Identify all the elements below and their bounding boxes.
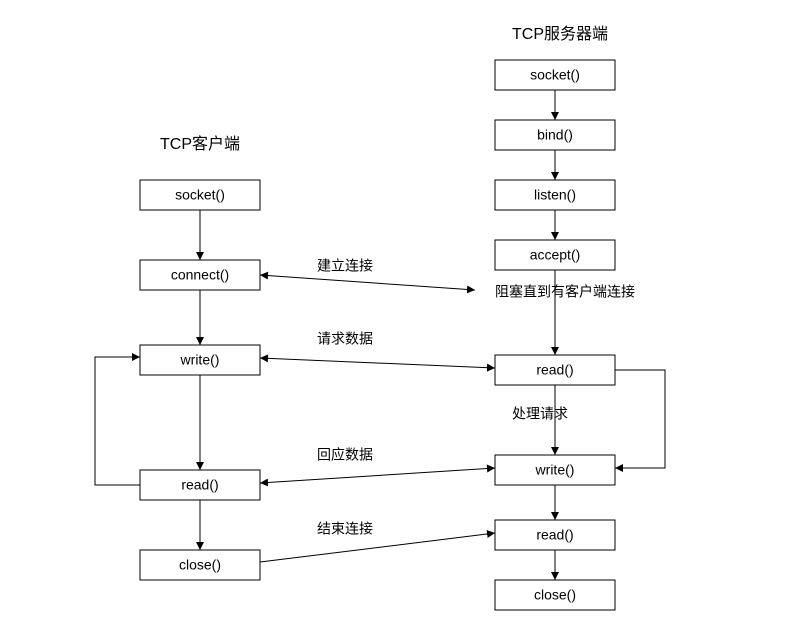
server-title: TCP服务器端 <box>512 25 608 43</box>
node-label-c_close: close() <box>179 557 221 573</box>
node-label-s_socket: socket() <box>530 67 580 83</box>
node-label-c_read: read() <box>181 477 218 493</box>
node-c_read: read() <box>140 470 260 500</box>
node-c_socket: socket() <box>140 180 260 210</box>
node-c_close: close() <box>140 550 260 580</box>
node-label-s_accept: accept() <box>530 247 581 263</box>
edge-label-close_sread: 结束连接 <box>317 521 373 537</box>
node-label-s_read2: read() <box>536 527 573 543</box>
node-s_close: close() <box>495 580 615 610</box>
node-c_write: write() <box>140 345 260 375</box>
node-label-c_connect: connect() <box>171 267 229 283</box>
client-title: TCP客户端 <box>160 135 240 153</box>
edge-client_loop <box>95 357 140 485</box>
node-s_accept: accept() <box>495 240 615 270</box>
edge-label-conn_accept: 建立连接 <box>317 258 373 274</box>
annotation-0: 阻塞直到有客户端连接 <box>495 284 635 300</box>
node-label-s_read1: read() <box>536 362 573 378</box>
node-s_listen: listen() <box>495 180 615 210</box>
node-s_bind: bind() <box>495 120 615 150</box>
node-label-s_close: close() <box>534 587 576 603</box>
edge-label-swrite_cread: 回应数据 <box>317 447 373 463</box>
tcp-flowchart: TCP客户端 TCP服务器端 socket() connect() write() rea… <box>0 0 785 628</box>
edge-write_read <box>260 358 495 368</box>
edge-conn_accept <box>260 275 475 290</box>
edge-close_sread <box>260 533 495 562</box>
node-label-c_write: write() <box>180 352 220 368</box>
edge-server_loop <box>615 370 665 468</box>
node-label-c_socket: socket() <box>175 187 225 203</box>
node-s_write: write() <box>495 455 615 485</box>
node-label-s_listen: listen() <box>534 187 576 203</box>
node-label-s_write: write() <box>535 462 575 478</box>
node-s_socket: socket() <box>495 60 615 90</box>
node-s_read2: read() <box>495 520 615 550</box>
annotation-1: 处理请求 <box>512 406 568 422</box>
edge-swrite_cread <box>260 468 495 483</box>
edge-label-write_read: 请求数据 <box>317 331 373 347</box>
node-label-s_bind: bind() <box>537 127 573 143</box>
node-c_connect: connect() <box>140 260 260 290</box>
node-s_read1: read() <box>495 355 615 385</box>
